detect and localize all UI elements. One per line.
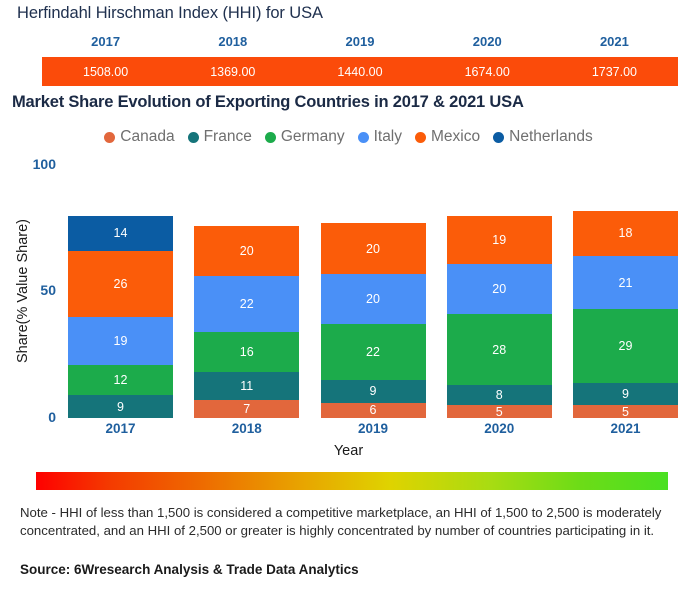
chart-title: Market Share Evolution of Exporting Coun… [12, 93, 524, 111]
bar-segment[interactable]: 29 [573, 309, 678, 383]
bar-2017[interactable]: 14 26 19 12 9 [68, 215, 173, 418]
y-tick-0: 0 [48, 409, 56, 425]
legend-swatch-icon [415, 131, 427, 143]
hhi-value: 1369.00 [210, 64, 256, 79]
bar-segment[interactable]: 20 [194, 225, 300, 277]
bar-segment[interactable]: 11 [194, 372, 300, 401]
hhi-year-header-row: 2017 2018 2019 2020 2021 [42, 34, 678, 54]
bar-segment[interactable]: 20 [320, 223, 426, 274]
footnote-text: Note - HHI of less than 1,500 is conside… [20, 505, 662, 538]
bar-segment[interactable]: 21 [573, 256, 678, 310]
bar-2019[interactable]: 20 20 22 9 6 [320, 223, 426, 418]
x-tick-label: 2018 [231, 421, 262, 436]
hhi-value-bar: 1508.00 1369.00 1440.00 1674.00 1737.00 [42, 57, 678, 86]
bar-segment[interactable]: 7 [194, 400, 300, 418]
bar-segment[interactable]: 18 [573, 210, 678, 257]
legend-label: Canada [120, 128, 175, 145]
stacked-bar-group: 14 26 19 12 9 20 22 16 11 7 20 20 22 9 6 19 20 28 8 5 18 21 29… [68, 165, 678, 418]
hhi-year-label: 2021 [599, 34, 629, 49]
bar-segment[interactable]: 6 [320, 402, 426, 418]
legend-swatch-icon [264, 131, 276, 143]
bar-segment[interactable]: 14 [68, 215, 173, 252]
bar-segment[interactable]: 19 [446, 215, 552, 264]
legend-label: Italy [373, 128, 403, 145]
bar-segment[interactable]: 19 [68, 316, 173, 365]
bar-segment[interactable]: 22 [320, 324, 426, 381]
bar-segment[interactable]: 9 [573, 382, 678, 406]
bar-segment[interactable]: 12 [68, 364, 173, 396]
bar-segment[interactable]: 9 [68, 395, 173, 418]
bar-segment[interactable]: 5 [573, 405, 678, 418]
bar-segment[interactable]: 20 [446, 263, 552, 315]
legend-swatch-icon [357, 131, 369, 143]
x-tick-labels: 2017 2018 2019 2020 2021 [68, 421, 678, 436]
bar-segment[interactable]: 5 [446, 405, 552, 418]
hhi-year-label: 2019 [345, 34, 375, 49]
bar-segment[interactable]: 9 [320, 380, 426, 403]
hhi-gradient-scale [36, 472, 668, 490]
legend-item-canada[interactable]: Canada [104, 128, 175, 146]
legend-item-mexico[interactable]: Mexico [415, 128, 480, 146]
bar-segment[interactable]: 26 [68, 251, 173, 317]
bar-2020[interactable]: 19 20 28 8 5 [446, 215, 552, 418]
bar-2018[interactable]: 20 22 16 11 7 [194, 225, 300, 418]
x-tick-label: 2021 [610, 421, 641, 436]
x-tick-label: 2017 [105, 421, 136, 436]
hhi-year-label: 2020 [472, 34, 502, 49]
hhi-value: 1737.00 [591, 64, 637, 79]
legend-item-france[interactable]: France [187, 128, 252, 146]
bar-2021[interactable]: 18 21 29 9 5 [573, 210, 678, 418]
bar-segment[interactable]: 28 [446, 314, 552, 386]
legend-swatch-icon [493, 131, 505, 143]
legend-item-germany[interactable]: Germany [264, 128, 345, 146]
legend-swatch-icon [187, 131, 199, 143]
bar-segment[interactable]: 22 [194, 276, 300, 332]
legend-item-netherlands[interactable]: Netherlands [493, 128, 593, 146]
legend-label: Germany [280, 128, 345, 145]
hhi-value: 1508.00 [83, 64, 129, 79]
y-tick-100: 100 [32, 156, 56, 172]
legend-label: Mexico [431, 128, 481, 145]
x-tick-label: 2019 [357, 421, 389, 436]
bar-segment[interactable]: 16 [194, 332, 300, 373]
bar-segment[interactable]: 20 [320, 273, 426, 325]
x-axis-title: Year [333, 443, 364, 459]
chart-legend: Canada France Germany Italy Mexico Netherland… [0, 128, 697, 146]
y-tick-50: 50 [40, 282, 56, 298]
source-text: Source: 6Wresearch Analysis & Trade Data… [20, 562, 359, 577]
hhi-title: Herfindahl Hirschman Index (HHI) for USA [17, 4, 323, 22]
hhi-value: 1674.00 [464, 64, 510, 79]
legend-label: France [203, 128, 252, 145]
legend-swatch-icon [104, 131, 116, 143]
hhi-year-label: 2017 [91, 34, 121, 49]
hhi-year-label: 2018 [218, 34, 248, 49]
bar-segment[interactable]: 8 [446, 385, 552, 406]
legend-label: Netherlands [509, 128, 593, 145]
hhi-value: 1440.00 [337, 64, 383, 79]
plot-area: Share(% Value Share) 100 50 0 14 26 19 12 9 2… [15, 156, 678, 459]
legend-item-italy[interactable]: Italy [357, 128, 403, 146]
x-tick-label: 2020 [484, 421, 515, 436]
